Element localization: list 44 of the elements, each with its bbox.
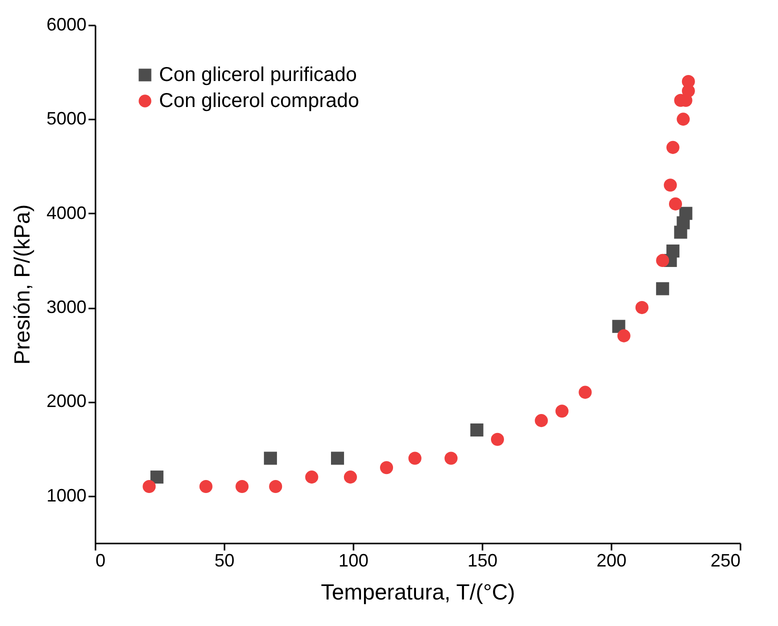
point	[150, 470, 164, 484]
point	[236, 480, 249, 493]
point	[264, 452, 277, 465]
x-tick-label: 150	[467, 550, 498, 570]
point	[305, 470, 318, 484]
point	[617, 329, 630, 342]
point	[656, 254, 670, 267]
x-tick-label: 250	[710, 550, 740, 570]
y-tick-label: 1000	[46, 485, 86, 506]
point	[664, 178, 677, 192]
y-tick-label: 6000	[46, 14, 86, 34]
y-tick-label: 3000	[46, 297, 86, 318]
point	[679, 206, 692, 220]
point	[408, 452, 422, 465]
point	[578, 386, 592, 399]
point	[635, 301, 648, 314]
point	[555, 404, 568, 418]
point	[380, 461, 394, 474]
x-tick-label: 100	[338, 550, 369, 570]
x-tick-label: 50	[214, 550, 235, 570]
point	[656, 282, 670, 296]
point	[142, 480, 156, 493]
point	[444, 452, 458, 465]
y-tick-label: 2000	[46, 391, 86, 412]
point	[269, 480, 282, 493]
legend-label: Con glicerol comprado	[159, 90, 360, 112]
point	[470, 423, 484, 436]
legend-label: Con glicerol purificado	[159, 64, 357, 86]
x-axis-title: Temperatura, T/(°C)	[320, 580, 516, 604]
x-tick-label: 200	[596, 550, 627, 570]
x-tick-label: 0	[96, 550, 106, 570]
point	[490, 432, 504, 446]
point	[534, 414, 548, 428]
y-axis-title: Presión, P/(kPa)	[9, 204, 34, 365]
y-tick-label: 5000	[46, 108, 86, 129]
point	[676, 112, 690, 126]
point	[682, 75, 695, 88]
point	[331, 452, 344, 465]
point	[666, 244, 680, 258]
point	[344, 470, 357, 484]
point	[668, 197, 682, 210]
point	[199, 480, 212, 493]
y-tick-label: 4000	[46, 202, 86, 223]
point	[666, 140, 680, 154]
